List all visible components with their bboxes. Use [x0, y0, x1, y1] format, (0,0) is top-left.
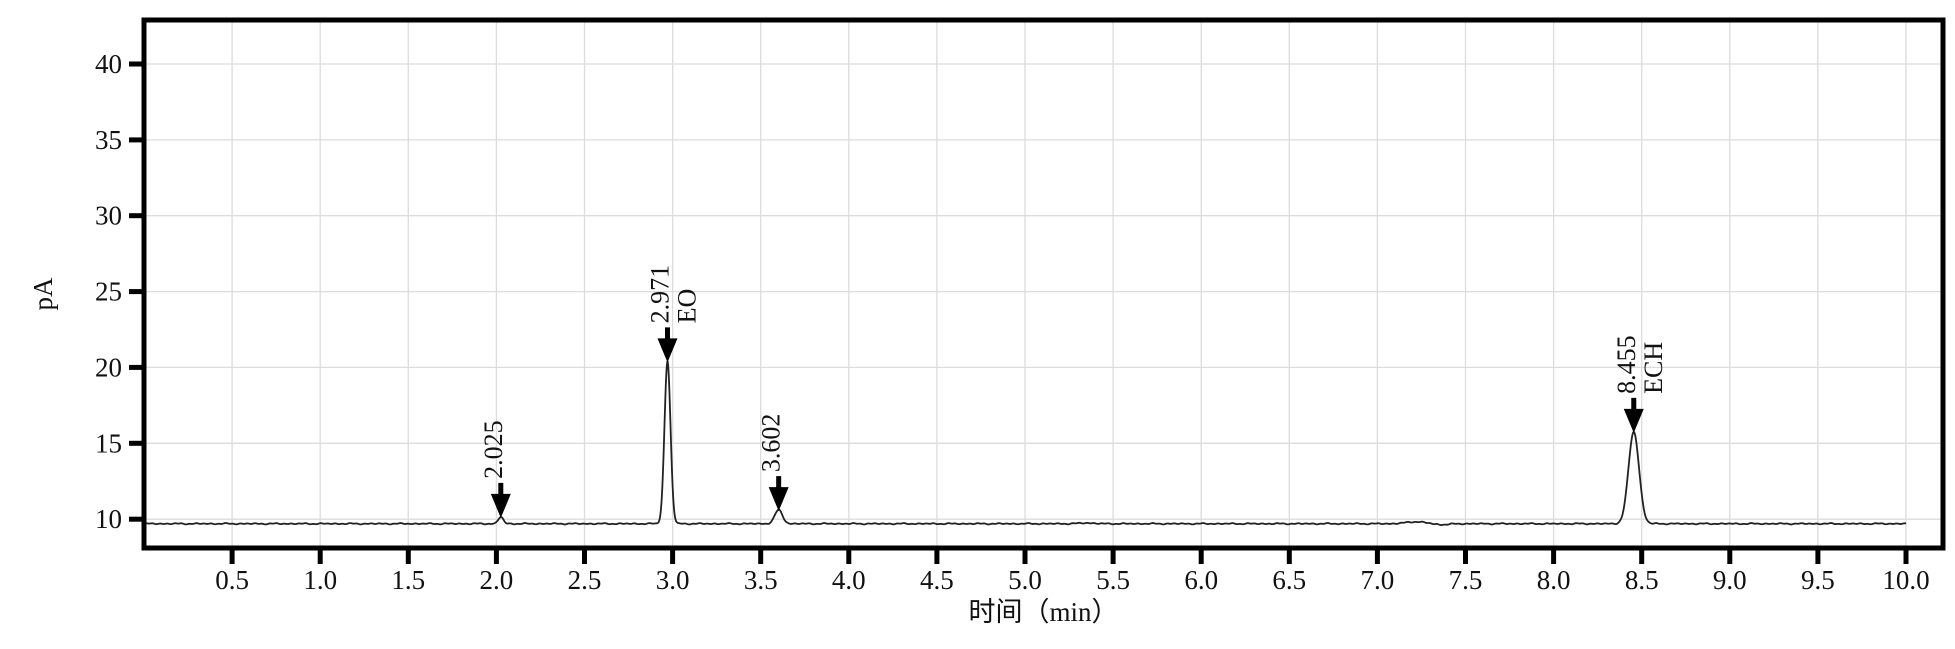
plot-border	[141, 17, 1946, 551]
y-tick-label: 10	[95, 504, 122, 534]
peak-marker: 3.602	[757, 414, 789, 512]
peak-marker: 2.025	[479, 420, 511, 518]
x-tick-label: 2.5	[568, 565, 602, 595]
plot-grid	[144, 20, 1943, 548]
peak-compound-label: ECH	[1639, 342, 1668, 394]
x-tick-label: 1.0	[303, 565, 337, 595]
x-tick-label: 9.0	[1713, 565, 1747, 595]
y-tick-label: 35	[95, 125, 122, 155]
x-tick-label: 3.0	[656, 565, 690, 595]
x-tick-label: 4.0	[832, 565, 866, 595]
peak-arrow-icon	[768, 476, 789, 512]
x-tick-label: 0.5	[215, 565, 249, 595]
y-axis-title: pA	[28, 277, 58, 311]
x-tick-label: 3.5	[744, 565, 778, 595]
x-tick-label: 6.0	[1184, 565, 1218, 595]
x-tick-label: 8.0	[1537, 565, 1571, 595]
y-axis: 10 15 20 25 30 35 40	[95, 49, 142, 534]
x-tick-label: 1.5	[391, 565, 425, 595]
x-tick-label: 7.0	[1361, 565, 1395, 595]
x-tick-label: 8.5	[1625, 565, 1659, 595]
peak-arrow-icon	[657, 327, 678, 363]
x-tick-label: 5.0	[1008, 565, 1042, 595]
x-tick-label: 5.5	[1096, 565, 1130, 595]
chromatogram-trace	[143, 360, 1907, 526]
x-tick-label: 9.5	[1801, 565, 1835, 595]
peak-compound-label: EO	[673, 289, 702, 324]
y-tick-label: 25	[95, 277, 122, 307]
peak-rt-label: 2.025	[479, 420, 508, 479]
peak-rt-label: 8.455	[1612, 335, 1641, 394]
peak-arrow-icon	[1623, 397, 1644, 433]
y-tick-label: 30	[95, 201, 122, 231]
x-axis: 0.5 1.0 1.5 2.0 2.5 3.0 3.5 4.0 4.5 5.0 5.5 6.0 6.5 7…	[215, 550, 1930, 595]
peak-arrow-icon	[490, 482, 511, 518]
x-tick-label: 10.0	[1882, 565, 1929, 595]
peak-rt-label: 2.971	[646, 265, 675, 324]
y-tick-label: 15	[95, 428, 122, 458]
y-tick-label: 20	[95, 352, 122, 382]
peak-rt-label: 3.602	[757, 414, 786, 473]
x-tick-label: 2.0	[480, 565, 514, 595]
x-tick-label: 7.5	[1449, 565, 1483, 595]
y-tick-label: 40	[95, 49, 122, 79]
x-tick-label: 6.5	[1272, 565, 1306, 595]
x-tick-label: 4.5	[920, 565, 954, 595]
x-axis-title: 时间（min）	[968, 597, 1118, 627]
